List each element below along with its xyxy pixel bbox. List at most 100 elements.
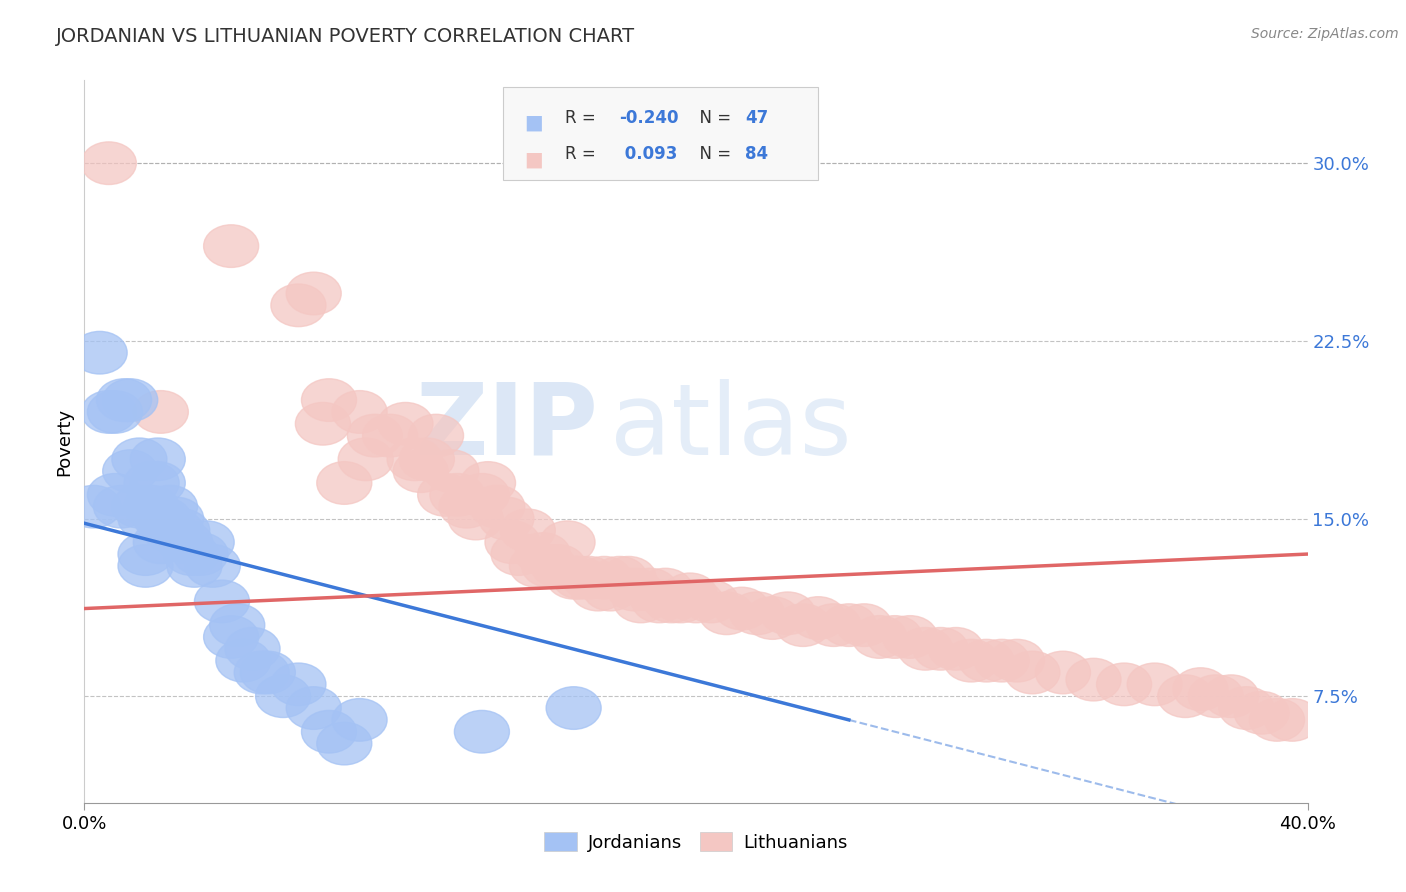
Ellipse shape	[1066, 658, 1121, 701]
Ellipse shape	[94, 485, 149, 528]
Ellipse shape	[142, 485, 197, 528]
Ellipse shape	[194, 580, 249, 623]
Text: N =: N =	[689, 145, 737, 163]
Ellipse shape	[301, 379, 357, 421]
Ellipse shape	[134, 521, 188, 564]
Ellipse shape	[790, 597, 846, 640]
Ellipse shape	[683, 580, 738, 623]
Ellipse shape	[118, 497, 173, 540]
Ellipse shape	[103, 379, 157, 421]
Ellipse shape	[806, 604, 860, 647]
Ellipse shape	[72, 332, 127, 374]
Ellipse shape	[912, 627, 969, 670]
Ellipse shape	[501, 509, 555, 551]
Ellipse shape	[776, 604, 831, 647]
Ellipse shape	[363, 414, 418, 457]
Ellipse shape	[531, 545, 586, 587]
Ellipse shape	[316, 723, 371, 765]
Ellipse shape	[943, 640, 998, 682]
Ellipse shape	[1157, 675, 1213, 717]
Ellipse shape	[974, 640, 1029, 682]
Ellipse shape	[990, 640, 1045, 682]
Ellipse shape	[623, 568, 678, 611]
Ellipse shape	[553, 557, 607, 599]
Ellipse shape	[155, 509, 209, 551]
Ellipse shape	[1128, 663, 1182, 706]
Ellipse shape	[898, 627, 953, 670]
Ellipse shape	[868, 615, 922, 658]
Ellipse shape	[256, 675, 311, 717]
Ellipse shape	[394, 450, 449, 492]
Ellipse shape	[491, 533, 546, 575]
Text: JORDANIAN VS LITHUANIAN POVERTY CORRELATION CHART: JORDANIAN VS LITHUANIAN POVERTY CORRELAT…	[56, 27, 636, 45]
Ellipse shape	[522, 545, 576, 587]
Ellipse shape	[287, 272, 342, 315]
Ellipse shape	[235, 651, 290, 694]
Ellipse shape	[479, 497, 534, 540]
Ellipse shape	[1188, 675, 1243, 717]
Ellipse shape	[745, 597, 800, 640]
Ellipse shape	[1250, 698, 1305, 741]
Ellipse shape	[576, 557, 631, 599]
Ellipse shape	[186, 545, 240, 587]
Ellipse shape	[1204, 675, 1258, 717]
Ellipse shape	[883, 615, 938, 658]
Ellipse shape	[387, 438, 441, 481]
Ellipse shape	[225, 627, 280, 670]
Text: ZIP: ZIP	[415, 378, 598, 475]
Ellipse shape	[149, 497, 204, 540]
Ellipse shape	[204, 615, 259, 658]
Ellipse shape	[485, 521, 540, 564]
Ellipse shape	[1265, 698, 1320, 741]
Ellipse shape	[240, 651, 295, 694]
Ellipse shape	[662, 573, 717, 615]
Text: N =: N =	[689, 109, 737, 127]
Ellipse shape	[173, 533, 228, 575]
Ellipse shape	[316, 462, 371, 504]
Ellipse shape	[423, 450, 479, 492]
Ellipse shape	[112, 438, 167, 481]
Text: ▪: ▪	[523, 145, 544, 175]
Ellipse shape	[66, 485, 121, 528]
Ellipse shape	[87, 391, 142, 434]
Ellipse shape	[454, 710, 509, 753]
Ellipse shape	[546, 687, 602, 730]
Ellipse shape	[112, 485, 167, 528]
Ellipse shape	[87, 474, 142, 516]
Ellipse shape	[607, 568, 662, 611]
Ellipse shape	[167, 545, 222, 587]
Ellipse shape	[339, 438, 394, 481]
Ellipse shape	[583, 568, 638, 611]
Ellipse shape	[631, 580, 686, 623]
Text: atlas: atlas	[610, 378, 852, 475]
Legend: Jordanians, Lithuanians: Jordanians, Lithuanians	[537, 825, 855, 859]
Ellipse shape	[217, 640, 271, 682]
Ellipse shape	[699, 592, 754, 634]
Ellipse shape	[1173, 668, 1227, 710]
Ellipse shape	[179, 521, 235, 564]
Y-axis label: Poverty: Poverty	[55, 408, 73, 475]
Ellipse shape	[644, 580, 699, 623]
Ellipse shape	[613, 580, 668, 623]
Ellipse shape	[470, 485, 524, 528]
Ellipse shape	[668, 580, 724, 623]
Ellipse shape	[638, 568, 693, 611]
Ellipse shape	[301, 710, 357, 753]
Ellipse shape	[561, 557, 616, 599]
Ellipse shape	[461, 462, 516, 504]
Ellipse shape	[399, 438, 454, 481]
Ellipse shape	[730, 592, 785, 634]
Ellipse shape	[82, 391, 136, 434]
Ellipse shape	[516, 533, 571, 575]
Ellipse shape	[430, 474, 485, 516]
Ellipse shape	[134, 497, 188, 540]
Ellipse shape	[654, 580, 709, 623]
Text: ▪: ▪	[523, 109, 544, 138]
Ellipse shape	[347, 414, 402, 457]
Ellipse shape	[124, 485, 179, 528]
Ellipse shape	[332, 698, 387, 741]
Ellipse shape	[131, 462, 186, 504]
Ellipse shape	[1005, 651, 1060, 694]
Ellipse shape	[157, 521, 212, 564]
Ellipse shape	[821, 604, 876, 647]
